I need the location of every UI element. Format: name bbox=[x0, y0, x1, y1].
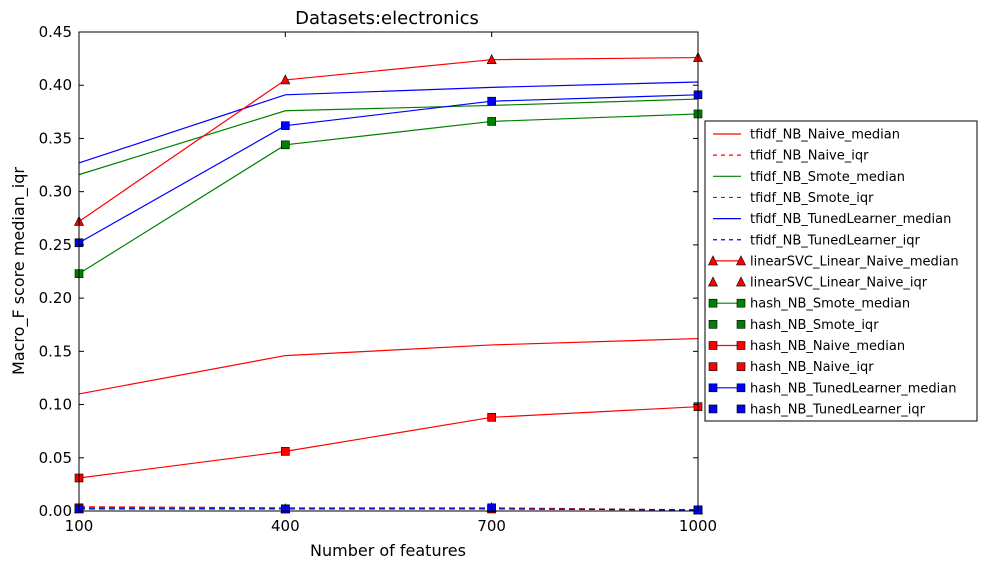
series-hash_NB_Naive_median bbox=[74, 402, 703, 483]
legend-item: tfidf_NB_TunedLearner_iqr bbox=[713, 233, 920, 248]
series-line-tfidf_NB_Naive_median bbox=[78, 337, 699, 395]
series-tfidf_NB_Smote_median bbox=[78, 98, 699, 176]
legend-box bbox=[704, 120, 978, 422]
legend-item: tfidf_NB_Smote_iqr bbox=[713, 191, 874, 206]
legend-label: linearSVC_Linear_Naive_median bbox=[750, 254, 959, 269]
y-tick-label: 0.05 bbox=[39, 449, 72, 467]
legend-label: tfidf_NB_TunedLearner_median bbox=[750, 212, 951, 227]
series-linearSVC_Linear_Naive_median bbox=[74, 51, 703, 226]
series-line-tfidf_NB_TunedLearner_median bbox=[78, 81, 699, 164]
y-tick-label: 0.25 bbox=[39, 236, 72, 254]
data-point bbox=[486, 54, 497, 64]
legend-swatch-marker bbox=[736, 276, 746, 287]
legend-label: hash_NB_Smote_iqr bbox=[750, 318, 879, 333]
legend-item: linearSVC_Linear_Naive_iqr bbox=[708, 276, 928, 291]
legend-item: hash_NB_Smote_median bbox=[708, 297, 910, 312]
legend-swatch-marker bbox=[708, 404, 718, 414]
legend-swatch-marker bbox=[736, 362, 746, 371]
legend-label: hash_NB_Smote_median bbox=[750, 297, 910, 312]
legend-swatch-marker bbox=[708, 298, 718, 308]
legend-label: hash_NB_TunedLearner_iqr bbox=[750, 402, 926, 417]
legend-swatch-marker bbox=[736, 341, 746, 350]
legend-swatch-marker bbox=[736, 404, 746, 414]
y-tick-label: 0.45 bbox=[39, 23, 72, 41]
legend-label: tfidf_NB_Naive_iqr bbox=[750, 149, 869, 164]
legend-item: hash_NB_Smote_iqr bbox=[708, 318, 879, 333]
series-hash_NB_Smote_median bbox=[74, 109, 703, 278]
series-tfidf_NB_TunedLearner_iqr bbox=[79, 508, 699, 511]
y-tick-label: 0.30 bbox=[39, 183, 72, 201]
series-line-hash_NB_Naive_median bbox=[78, 406, 699, 479]
data-point bbox=[281, 121, 290, 130]
legend-item: tfidf_NB_TunedLearner_median bbox=[713, 212, 951, 227]
y-tick-label: 0.35 bbox=[39, 129, 72, 147]
y-tick-label: 0.00 bbox=[39, 502, 72, 520]
x-tick-label: 400 bbox=[271, 517, 300, 535]
y-tick-label: 0.20 bbox=[39, 289, 72, 307]
x-tick-label: 100 bbox=[65, 517, 94, 535]
series-tfidf_NB_Naive_median bbox=[78, 337, 699, 395]
legend-swatch-marker bbox=[708, 383, 718, 393]
legend-swatch-marker bbox=[736, 255, 746, 266]
data-point bbox=[280, 74, 291, 85]
y-axis-title: Macro_F score median_iqr bbox=[9, 167, 29, 375]
legend-label: tfidf_NB_Naive_median bbox=[750, 128, 900, 143]
x-tick-label: 1000 bbox=[679, 517, 717, 535]
legend-swatch-marker bbox=[736, 383, 746, 393]
series-line-tfidf_NB_TunedLearner_iqr bbox=[79, 508, 699, 511]
data-point bbox=[281, 140, 290, 150]
legend-label: linearSVC_Linear_Naive_iqr bbox=[750, 276, 928, 291]
legend-items: tfidf_NB_Naive_median tfidf_NB_Naive_iqrt… bbox=[708, 128, 959, 417]
legend-label: tfidf_NB_Smote_iqr bbox=[750, 191, 874, 206]
series-line-hash_NB_Smote_median bbox=[78, 113, 699, 275]
data-point bbox=[487, 413, 496, 422]
x-tick-label: 700 bbox=[477, 517, 506, 535]
legend-swatch-marker bbox=[708, 276, 718, 287]
legend-swatch-marker bbox=[708, 341, 718, 350]
x-axis-title: Number of features bbox=[310, 541, 466, 560]
legend-label: hash_NB_TunedLearner_median bbox=[750, 381, 956, 396]
series-line-tfidf_NB_Smote_median bbox=[78, 98, 699, 176]
series-hash_NB_TunedLearner_median bbox=[74, 90, 703, 248]
legend-item: tfidf_NB_Naive_iqr bbox=[713, 149, 869, 164]
legend-item: tfidf_NB_Naive_median bbox=[713, 128, 900, 143]
legend-item: linearSVC_Linear_Naive_median bbox=[708, 254, 959, 269]
series-tfidf_NB_TunedLearner_median bbox=[78, 81, 699, 164]
legend-item: hash_NB_TunedLearner_median bbox=[708, 381, 956, 396]
legend-swatch-marker bbox=[708, 362, 718, 371]
legend-item: hash_NB_Naive_median bbox=[708, 339, 905, 354]
data-point bbox=[281, 447, 290, 456]
legend-label: tfidf_NB_TunedLearner_iqr bbox=[750, 233, 920, 248]
plot-frame bbox=[78, 31, 699, 512]
legend-label: hash_NB_Naive_iqr bbox=[750, 360, 874, 375]
ticks-layer: 100 400 700 1000 0.00 0.05 0.10 0.15 0.20 0.25 0.3… bbox=[39, 23, 718, 535]
legend-swatch-marker bbox=[736, 298, 746, 308]
legend-swatch-marker bbox=[708, 320, 718, 329]
y-tick-label: 0.40 bbox=[39, 76, 72, 94]
legend-label: tfidf_NB_Smote_median bbox=[750, 170, 905, 185]
legend-item: hash_NB_TunedLearner_iqr bbox=[708, 402, 926, 417]
series-linearSVC_Linear_Naive_iqr bbox=[74, 502, 703, 515]
series-layer bbox=[74, 51, 703, 515]
legend-swatch-marker bbox=[736, 320, 746, 329]
data-point bbox=[487, 117, 496, 126]
legend-item: hash_NB_Naive_iqr bbox=[708, 360, 874, 375]
y-tick-label: 0.15 bbox=[39, 342, 72, 360]
series-line-linearSVC_Linear_Naive_median bbox=[78, 56, 699, 222]
chart-title: Datasets:electronics bbox=[295, 8, 479, 29]
y-tick-label: 0.10 bbox=[39, 396, 72, 414]
legend-swatch-marker bbox=[708, 255, 718, 266]
legend: tfidf_NB_Naive_median tfidf_NB_Naive_iqrt… bbox=[704, 120, 978, 422]
data-point bbox=[487, 96, 496, 106]
legend-item: tfidf_NB_Smote_median bbox=[713, 170, 905, 185]
legend-label: hash_NB_Naive_median bbox=[750, 339, 905, 354]
series-line-hash_NB_TunedLearner_median bbox=[78, 94, 699, 244]
